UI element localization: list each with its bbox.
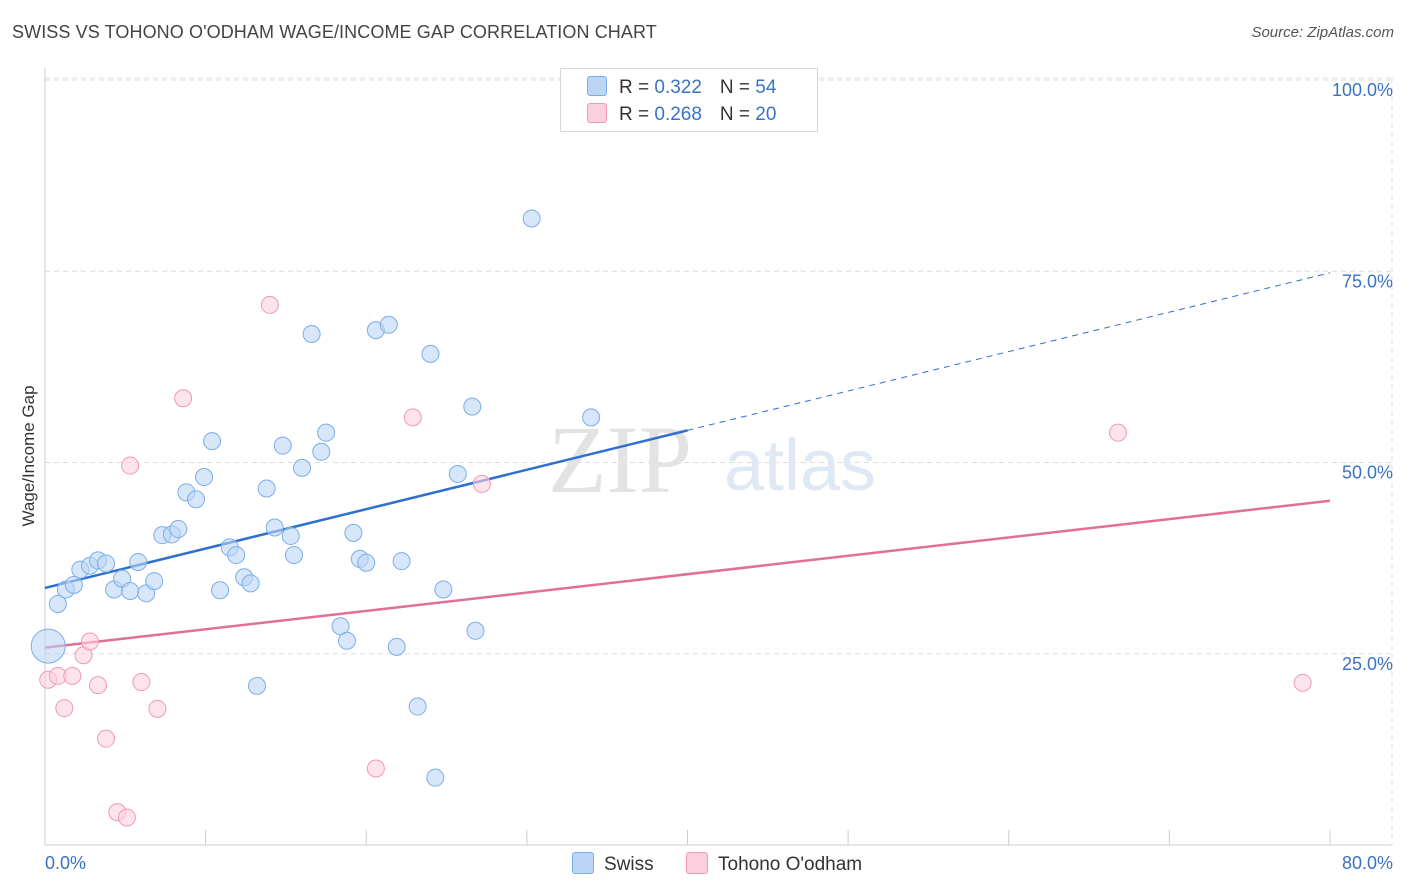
y-tick-label: 25.0%: [1342, 654, 1393, 674]
tohono-point: [174, 389, 193, 408]
swiss-trend-extension: [687, 272, 1331, 431]
n-label: N =: [719, 104, 756, 125]
swiss-point: [195, 468, 214, 487]
tohono-swatch: [587, 103, 607, 123]
swiss-point: [434, 580, 453, 599]
series-legend-swiss[interactable]: Swiss: [572, 852, 654, 876]
swiss-point: [312, 442, 331, 461]
n-label: N =: [719, 77, 756, 98]
swiss-point: [30, 628, 66, 664]
tohono-point: [403, 408, 422, 427]
x-tick-label: 0.0%: [45, 853, 86, 873]
swiss-point: [426, 768, 445, 787]
swiss-point: [227, 546, 246, 565]
point-layer: [30, 209, 1312, 827]
tohono-trend-line: [44, 499, 1331, 649]
tohono-point: [1293, 673, 1312, 692]
y-axis-label: Wage/Income Gap: [19, 385, 38, 526]
r-label: R =: [619, 104, 655, 125]
swiss-point: [421, 344, 440, 363]
tohono-point: [1108, 423, 1127, 442]
swiss-point: [97, 554, 116, 573]
source-label: Source: ZipAtlas.com: [1251, 24, 1394, 41]
swiss-point: [293, 458, 311, 477]
r-value: 0.268: [654, 104, 702, 125]
swiss-point: [241, 574, 260, 593]
swiss-point: [129, 552, 148, 571]
swiss-point: [387, 637, 406, 656]
tohono-point: [121, 456, 140, 475]
swiss-legend-label: Swiss: [604, 854, 654, 875]
y-tick-label: 50.0%: [1342, 463, 1393, 483]
swiss-point: [248, 676, 267, 695]
swiss-point: [522, 209, 541, 228]
tohono-point: [117, 808, 136, 827]
r-label: R =: [619, 77, 655, 98]
r-value: 0.322: [654, 77, 702, 98]
tohono-legend-swatch: [686, 852, 708, 874]
tohono-point: [55, 699, 74, 718]
y-tick-label: 100.0%: [1332, 80, 1393, 100]
swiss-point: [379, 315, 398, 334]
tohono-point: [89, 676, 108, 695]
y-tick-label: 75.0%: [1342, 271, 1393, 291]
tohono-point: [260, 295, 279, 314]
tohono-point: [148, 699, 167, 718]
watermark-atlas: atlas: [724, 426, 876, 506]
x-tick-label: 80.0%: [1342, 853, 1393, 873]
trend-layer: [44, 272, 1331, 649]
swiss-point: [344, 523, 363, 542]
swiss-point: [392, 552, 411, 571]
swiss-point: [169, 520, 188, 539]
swiss-point: [463, 397, 482, 416]
tohono-legend-label: Tohono O'odham: [718, 854, 863, 875]
swiss-point: [64, 575, 83, 594]
n-value: 20: [755, 104, 777, 125]
grid-layer: [45, 77, 1393, 845]
swiss-point: [317, 423, 336, 442]
swiss-point: [121, 582, 140, 601]
swiss-trend-line: [44, 429, 688, 590]
swiss-point: [448, 464, 467, 483]
swiss-point: [203, 432, 222, 451]
stats-legend: R = 0.322 N = 54 R = 0.268 N = 20: [560, 68, 818, 132]
swiss-point: [273, 436, 292, 455]
legend-row-swiss: R = 0.322 N = 54: [587, 76, 776, 99]
swiss-point: [466, 621, 485, 640]
swiss-point: [408, 697, 427, 716]
series-legend-tohono[interactable]: Tohono O'odham: [686, 852, 862, 876]
tohono-point: [472, 474, 491, 493]
swiss-point: [48, 595, 67, 614]
tohono-point: [80, 632, 99, 651]
swiss-point: [284, 546, 303, 565]
swiss-point: [186, 490, 205, 509]
tohono-point: [63, 666, 82, 685]
n-value: 54: [755, 77, 777, 98]
swiss-point: [337, 631, 356, 650]
axis-layer: 25.0% 50.0% 75.0% 100.0% 0.0% 80.0%: [44, 68, 1393, 873]
tohono-point: [97, 729, 116, 748]
tohono-point: [366, 759, 385, 778]
swiss-point: [582, 408, 601, 427]
swiss-swatch: [587, 76, 607, 96]
swiss-point: [302, 324, 321, 343]
swiss-point: [211, 581, 230, 600]
legend-row-tohono: R = 0.268 N = 20: [587, 103, 776, 126]
swiss-point: [281, 526, 300, 545]
swiss-point: [265, 518, 284, 537]
swiss-point: [145, 572, 164, 591]
swiss-legend-swatch: [572, 852, 594, 874]
swiss-point: [357, 553, 376, 572]
chart-title: SWISS VS TOHONO O'ODHAM WAGE/INCOME GAP …: [12, 22, 657, 42]
tohono-point: [132, 673, 151, 692]
swiss-point: [257, 479, 276, 498]
